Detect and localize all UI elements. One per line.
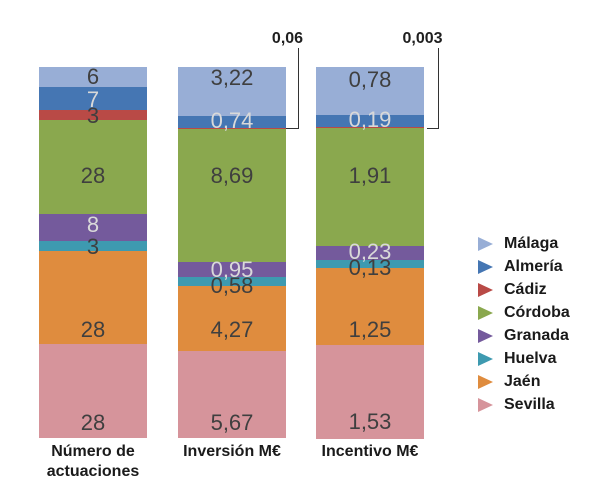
legend-label: Córdoba [504, 303, 570, 321]
bar-segment-málaga [39, 67, 147, 88]
callout-bracket-line [427, 48, 439, 129]
bar-segment-almería [316, 115, 424, 127]
legend-item-córdoba: Córdoba [478, 301, 570, 324]
legend-item-cádiz: Cádiz [478, 278, 570, 301]
legend-label: Jaén [504, 372, 541, 390]
bar-segment-jaén [316, 267, 424, 345]
legend: Málaga Almería Cádiz Córdoba Granada Huelva Ja… [478, 232, 570, 416]
bar-segment-córdoba [39, 120, 147, 215]
legend-triangle-icon [478, 351, 493, 366]
bar-segment-huelva [39, 240, 147, 251]
legend-triangle-icon [478, 305, 493, 320]
callout-label-incentivo-cadiz: 0,003 [402, 30, 443, 47]
bar-segment-jaén [178, 285, 286, 352]
legend-label: Málaga [504, 234, 559, 252]
legend-triangle-icon [478, 397, 493, 412]
legend-triangle-icon [478, 328, 493, 343]
legend-label: Sevilla [504, 395, 555, 413]
category-label-inversion: Inversión M€ [183, 443, 281, 460]
bar-segment-huelva [316, 259, 424, 268]
legend-item-málaga: Málaga [478, 232, 570, 255]
bar-segment-almería [178, 116, 286, 128]
bar-segment-cádiz [316, 126, 424, 128]
legend-label: Huelva [504, 349, 557, 367]
bar-segment-málaga [178, 67, 286, 117]
bar-segment-sevilla [178, 351, 286, 439]
category-label-incentivo: Incentivo M€ [321, 443, 419, 460]
legend-item-granada: Granada [478, 324, 570, 347]
bar-segment-sevilla [39, 344, 147, 438]
legend-triangle-icon [478, 259, 493, 274]
legend-triangle-icon [478, 282, 493, 297]
bar-segment-málaga [316, 67, 424, 116]
bar-segment-córdoba [316, 127, 424, 246]
legend-triangle-icon [478, 374, 493, 389]
bar-segment-granada [316, 245, 424, 260]
legend-item-jaén: Jaén [478, 370, 570, 393]
bar-segment-huelva [178, 276, 286, 286]
legend-triangle-icon [478, 236, 493, 251]
bar-segment-granada [178, 262, 286, 277]
bar-segment-jaén [39, 250, 147, 345]
legend-item-almería: Almería [478, 255, 570, 278]
legend-item-sevilla: Sevilla [478, 393, 570, 416]
bar-segment-cádiz [39, 110, 147, 121]
legend-item-huelva: Huelva [478, 347, 570, 370]
category-label-numero-actuaciones: Número de actuaciones [46, 443, 140, 480]
callout-label-inversion-cadiz: 0,06 [271, 30, 304, 47]
legend-label: Cádiz [504, 280, 547, 298]
legend-label: Almería [504, 257, 563, 275]
bar-segment-sevilla [316, 344, 424, 439]
bar-segment-córdoba [178, 128, 286, 263]
bar-segment-almería [39, 87, 147, 111]
callout-bracket-line [286, 48, 299, 129]
bar-segment-cádiz [178, 127, 286, 129]
bar-segment-granada [39, 214, 147, 241]
legend-label: Granada [504, 326, 569, 344]
